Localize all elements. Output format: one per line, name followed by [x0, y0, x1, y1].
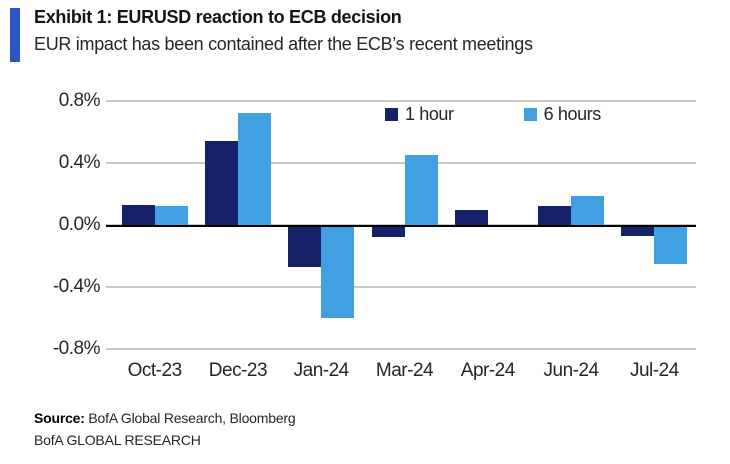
- bar-1-hour-Jan-24: [288, 225, 322, 267]
- zero-axis-line: [106, 224, 696, 227]
- legend-label: 6 hours: [543, 104, 602, 124]
- source-text: BofA Global Research, Bloomberg: [84, 410, 296, 426]
- bar-1-hour-Dec-23: [204, 141, 238, 225]
- x-tick-label-Mar-24: Mar-24: [375, 360, 434, 381]
- legend-item-6-hours: 6 hours: [523, 104, 602, 124]
- bar-1-hour-Oct-23: [121, 204, 155, 225]
- gridline-0.4: [106, 162, 696, 164]
- gridline--0.8: [106, 348, 696, 350]
- exhibit-subtitle: EUR impact has been contained after the …: [34, 34, 533, 54]
- bar-1-hour-Apr-24: [454, 209, 488, 225]
- x-tick-label-Jul-24: Jul-24: [629, 360, 679, 381]
- source-line: Source: BofA Global Research, Bloomberg: [34, 410, 296, 426]
- y-tick-label: -0.8%: [52, 338, 101, 359]
- legend-item-1-hour: 1 hour: [385, 105, 454, 123]
- y-tick-label: 0.8%: [58, 90, 101, 111]
- bar-6-hours-Jan-24: [321, 225, 355, 318]
- bar-6-hours-Oct-23: [154, 206, 188, 225]
- x-tick-label-Jan-24: Jan-24: [293, 360, 350, 381]
- legend-swatch-icon: [385, 107, 398, 121]
- bar-1-hour-Mar-24: [371, 225, 405, 238]
- x-tick-label-Jun-24: Jun-24: [543, 360, 600, 381]
- y-tick-label: 0.0%: [58, 214, 101, 235]
- gridline-0.8: [106, 100, 696, 102]
- plot-area: [106, 100, 696, 350]
- brand-line: BofA GLOBAL RESEARCH: [34, 432, 201, 448]
- y-tick-label: 0.4%: [58, 152, 101, 173]
- bar-6-hours-Jun-24: [571, 195, 605, 225]
- bar-1-hour-Jul-24: [621, 225, 655, 236]
- title-accent-bar: [10, 8, 20, 62]
- x-tick-label-Oct-23: Oct-23: [127, 360, 183, 381]
- y-tick-label: -0.4%: [52, 276, 101, 297]
- legend-label: 1 hour: [405, 104, 454, 124]
- x-tick-label-Dec-23: Dec-23: [208, 360, 268, 381]
- bar-6-hours-Dec-23: [237, 113, 271, 225]
- gridline--0.4: [106, 286, 696, 288]
- source-label: Source:: [34, 410, 85, 426]
- legend: 1 hour 6 hours: [385, 105, 601, 123]
- exhibit-title: Exhibit 1: EURUSD reaction to ECB decisi…: [34, 7, 402, 27]
- x-tick-label-Apr-24: Apr-24: [460, 360, 516, 381]
- bar-6-hours-Mar-24: [404, 155, 438, 225]
- bar-6-hours-Jul-24: [654, 225, 688, 264]
- bar-1-hour-Jun-24: [538, 206, 572, 225]
- legend-swatch-icon: [523, 107, 537, 121]
